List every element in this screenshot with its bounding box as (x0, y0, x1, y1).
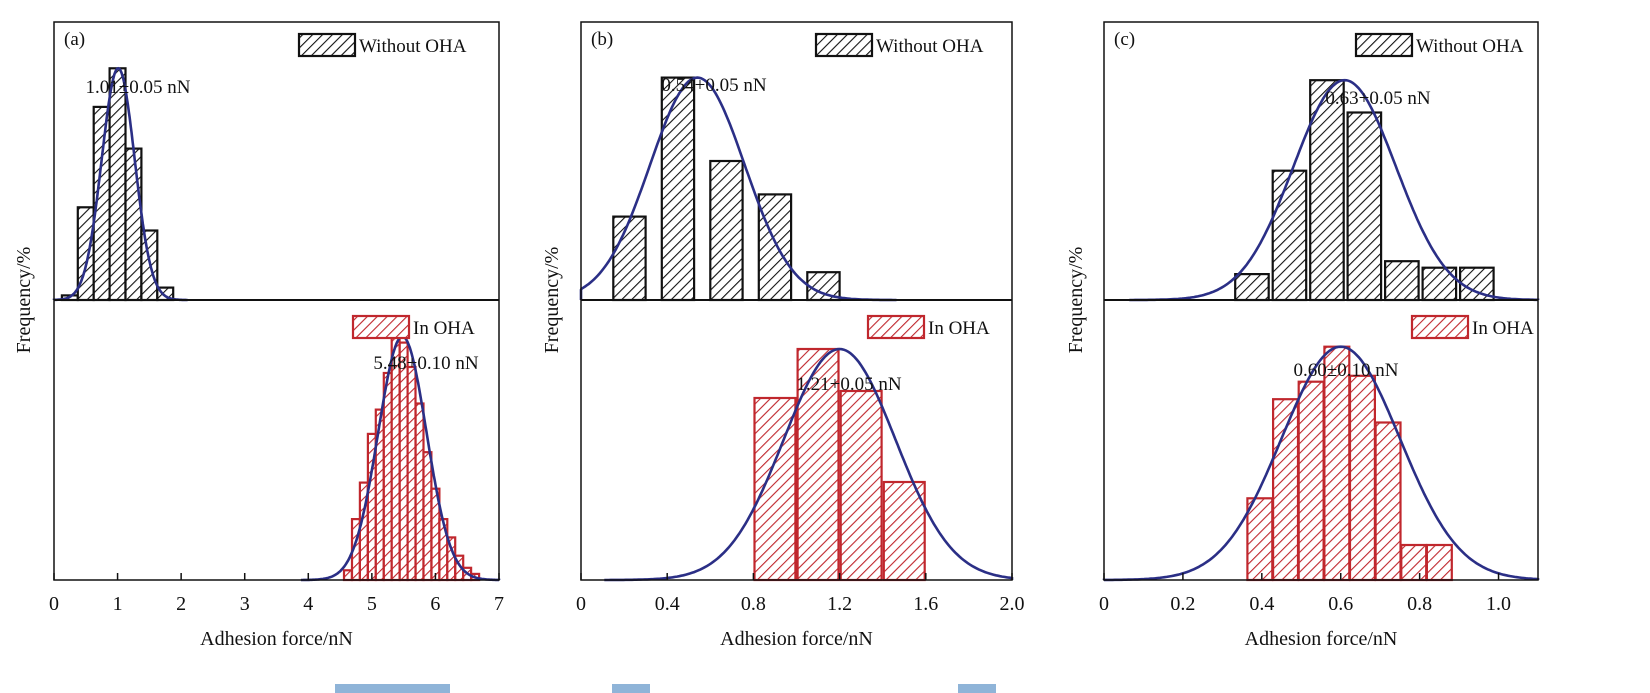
fit-curve-in (604, 347, 1014, 582)
panel-a: Without OHA 1.01±0.05 nN In OHA 5.48+0.10 n… (13, 21, 504, 650)
histogram-bar-in (1297, 380, 1325, 582)
x-tick-label: 1.6 (913, 593, 938, 615)
histogram-bar-in (839, 389, 883, 582)
panel-b: Without OHA 0.54+0.05 nN In OHA 1.21+0.05 n… (541, 21, 1025, 650)
x-tick-label: 2 (176, 593, 186, 615)
histogram-bar-without (709, 159, 744, 302)
annotation-in: 1.21+0.05 nN (796, 374, 901, 395)
histogram-bar-in (1374, 421, 1402, 582)
histogram-bar-without (1234, 273, 1270, 302)
y-axis-title: Frequency/% (1065, 247, 1087, 354)
histogram-bar-in (1246, 497, 1274, 582)
panel-c: Without OHA 0.63+0.05 nN In OHA 0.60±0.10 n… (1065, 21, 1540, 650)
x-axis-title: Adhesion force/nN (720, 628, 873, 650)
legend-label-in: In OHA (1472, 318, 1534, 339)
histogram-bar-without (108, 67, 127, 302)
legend-swatch-without (297, 32, 357, 58)
histogram-bar-without (1271, 169, 1308, 302)
x-tick-label: 0 (1099, 593, 1109, 615)
x-tick-label: 3 (240, 593, 250, 615)
annotation-without: 1.01±0.05 nN (86, 77, 191, 98)
x-tick-label: 6 (430, 593, 440, 615)
panel-label: (c) (1114, 29, 1135, 50)
histogram-bar-in (414, 402, 425, 582)
histogram-bar-in (382, 371, 393, 582)
x-tick-label: 0 (49, 593, 59, 615)
histogram-bar-in (1323, 345, 1351, 582)
annotation-without: 0.54+0.05 nN (661, 75, 766, 96)
legend-label-in: In OHA (928, 318, 990, 339)
x-tick-label: 0.2 (1170, 593, 1195, 615)
footer-bar (612, 684, 650, 693)
histogram-bar-in (406, 365, 417, 582)
y-axis-title: Frequency/% (541, 247, 563, 354)
fit-curve-without (579, 76, 897, 302)
fit-curve-without (1129, 78, 1540, 302)
legend-swatch-without (814, 32, 874, 58)
x-tick-label: 7 (494, 593, 504, 615)
x-tick-label: 5 (367, 593, 377, 615)
x-tick-label: 4 (303, 593, 313, 615)
histogram-bar-without (1421, 266, 1458, 302)
annotation-in: 0.60±0.10 nN (1294, 360, 1399, 381)
fit-curve-without (52, 66, 188, 302)
legend-label-without: Without OHA (1416, 36, 1524, 57)
legend-swatch-in (1410, 314, 1470, 340)
x-tick-label: 0 (576, 593, 586, 615)
footer-bar (958, 684, 996, 693)
footer-decoration (335, 684, 996, 693)
panel-label: (a) (64, 29, 85, 50)
legend-swatch-in (866, 314, 926, 340)
x-tick-label: 0.4 (655, 593, 680, 615)
histogram-bar-without (612, 215, 647, 302)
x-tick-label: 0.8 (741, 593, 766, 615)
histogram-bar-in (398, 341, 409, 582)
histogram-bar-without (1383, 260, 1420, 302)
x-axis-title: Adhesion force/nN (1245, 628, 1398, 650)
histogram-bar-without (757, 193, 793, 302)
x-tick-label: 1 (113, 593, 123, 615)
x-tick-label: 1.2 (827, 593, 852, 615)
histogram-bar-without (124, 147, 143, 302)
histogram-bar-without (1346, 111, 1383, 302)
legend-label-in: In OHA (413, 318, 475, 339)
x-axis-title: Adhesion force/nN (200, 628, 353, 650)
annotation-in: 5.48+0.10 nN (373, 353, 478, 374)
legend-label-without: Without OHA (876, 36, 984, 57)
x-tick-label: 2.0 (1000, 593, 1025, 615)
legend-swatch-in (351, 314, 411, 340)
x-tick-label: 0.4 (1249, 593, 1274, 615)
y-axis-title: Frequency/% (13, 247, 35, 354)
legend-swatch-without (1354, 32, 1414, 58)
histogram-bar-in (1400, 543, 1428, 582)
histogram-bar-without (660, 76, 696, 302)
footer-bar (335, 684, 450, 693)
histogram-bar-in (882, 480, 926, 582)
histogram-bar-in (1425, 543, 1453, 582)
annotation-without: 0.63+0.05 nN (1325, 88, 1430, 109)
histogram-bar-in (1348, 374, 1376, 582)
panel-label: (b) (591, 29, 613, 50)
x-tick-label: 0.6 (1328, 593, 1353, 615)
histogram-bar-without (1309, 79, 1345, 302)
x-tick-label: 1.0 (1486, 593, 1511, 615)
fit-curve-in (1102, 345, 1540, 582)
legend-label-without: Without OHA (359, 36, 467, 57)
histogram-bar-in (342, 569, 354, 582)
x-tick-label: 0.8 (1407, 593, 1432, 615)
histogram-bar-in (422, 451, 433, 582)
